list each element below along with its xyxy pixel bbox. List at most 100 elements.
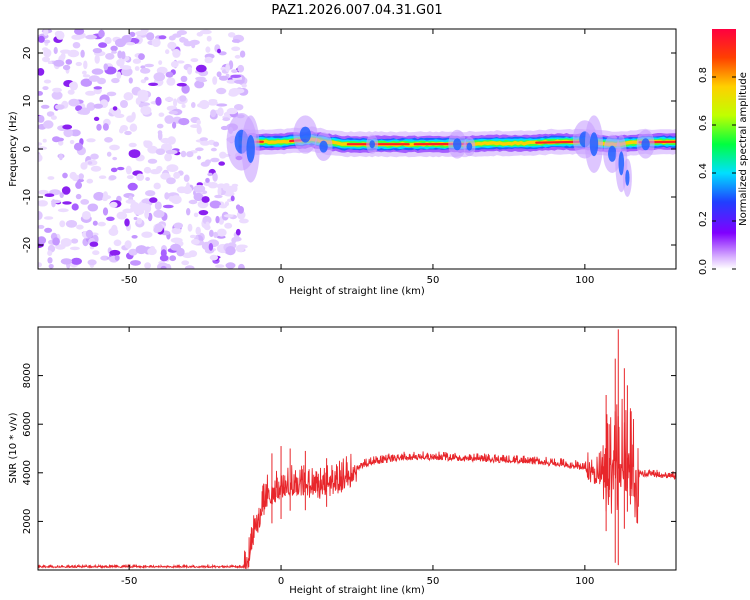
noise-blob — [119, 65, 132, 70]
noise-blob — [116, 58, 125, 67]
spectrogram-ticks: -50 0 50 100 -20 -10 0 10 20 — [22, 29, 676, 286]
noise-blob — [140, 102, 151, 107]
noise-blob — [206, 35, 212, 42]
noise-blob — [106, 91, 117, 97]
noise-blob — [154, 201, 162, 210]
noise-blob — [140, 79, 147, 84]
noise-blob — [166, 164, 179, 173]
noise-blob — [112, 156, 118, 161]
noise-blob — [42, 86, 49, 91]
noise-blob — [140, 67, 151, 74]
noise-blob — [137, 89, 149, 99]
noise-blob — [147, 247, 157, 256]
noise-blob — [127, 182, 138, 191]
noise-blob — [158, 60, 163, 65]
noise-blob — [47, 176, 55, 180]
noise-blob — [85, 90, 96, 96]
noise-blob — [176, 82, 187, 87]
noise-blob — [162, 204, 174, 209]
noise-blob — [191, 238, 200, 245]
noise-blob — [205, 221, 210, 230]
noise-blob — [73, 142, 83, 151]
noise-blob — [225, 63, 231, 73]
noise-blob — [198, 78, 208, 83]
ridge-disturbance-core — [466, 142, 473, 151]
noise-blob — [50, 199, 62, 204]
noise-blob — [82, 74, 91, 78]
noise-blob — [158, 35, 167, 40]
noise-blob — [136, 173, 145, 181]
noise-blob — [80, 49, 85, 58]
ridge-disturbance-core — [618, 151, 625, 176]
noise-blob — [232, 185, 238, 193]
spectrogram-ytick-label: 0 — [22, 146, 33, 152]
noise-blob — [186, 208, 191, 216]
noise-blob — [63, 128, 73, 138]
noise-blob — [123, 92, 134, 101]
noise-blob — [234, 79, 245, 84]
noise-blob — [59, 49, 72, 54]
noise-blob — [165, 149, 178, 155]
snr-xtick-label: 100 — [575, 576, 594, 587]
noise-blob — [241, 83, 247, 88]
noise-blob — [159, 254, 169, 262]
noise-blob — [231, 39, 241, 43]
noise-blob — [200, 140, 211, 146]
noise-blob — [75, 105, 83, 112]
noise-blob — [125, 165, 132, 175]
noise-blob — [234, 104, 244, 111]
noise-blob — [60, 258, 73, 265]
noise-blob — [216, 87, 227, 95]
noise-blob — [93, 116, 100, 121]
noise-blob — [210, 147, 217, 152]
noise-blob — [173, 98, 178, 107]
noise-blob — [61, 186, 71, 195]
snr-ytick-label: 2000 — [22, 509, 33, 534]
noise-blob — [165, 71, 174, 78]
noise-blob — [94, 54, 100, 64]
spectrogram-panel: -50 0 50 100 -20 -10 0 10 20 Height of straight … — [8, 28, 677, 297]
noise-blob — [92, 220, 98, 226]
noise-blob — [123, 208, 131, 213]
noise-blob — [76, 224, 84, 230]
noise-blob — [141, 231, 153, 238]
noise-blob — [120, 125, 128, 132]
noise-blob — [129, 123, 138, 132]
ridge-disturbance-core — [319, 140, 328, 153]
noise-blob — [195, 147, 204, 152]
noise-blob — [93, 103, 104, 109]
spectrogram-xtick-label: -50 — [121, 275, 137, 286]
noise-blob — [109, 249, 121, 256]
noise-blob — [222, 117, 231, 122]
snr-xtick-label: 0 — [278, 576, 284, 587]
noise-blob — [160, 172, 171, 180]
noise-blob — [170, 61, 179, 68]
spectrogram-ytick-label: -20 — [22, 237, 33, 253]
noise-blob — [98, 175, 107, 179]
noise-blob — [114, 113, 125, 119]
noise-blob — [181, 84, 190, 94]
noise-blob — [69, 82, 76, 89]
noise-blob — [154, 223, 163, 233]
ridge-disturbance-core — [299, 126, 311, 143]
noise-blob — [198, 210, 209, 216]
noise-blob — [102, 207, 109, 216]
noise-blob — [38, 91, 43, 96]
noise-blob — [38, 211, 43, 220]
noise-blob — [135, 31, 147, 36]
noise-blob — [62, 124, 73, 130]
noise-blob — [235, 204, 241, 210]
noise-blob — [199, 137, 208, 142]
noise-blob — [219, 153, 231, 158]
noise-blob — [231, 237, 237, 244]
noise-blob — [92, 48, 103, 54]
ridge-disturbance-core — [625, 169, 630, 186]
noise-blob — [58, 140, 64, 146]
noise-blob — [130, 260, 141, 266]
noise-blob — [55, 30, 65, 40]
noise-blob — [117, 50, 123, 59]
noise-blob — [83, 60, 88, 70]
noise-blob — [126, 175, 134, 180]
noise-blob — [38, 142, 43, 146]
